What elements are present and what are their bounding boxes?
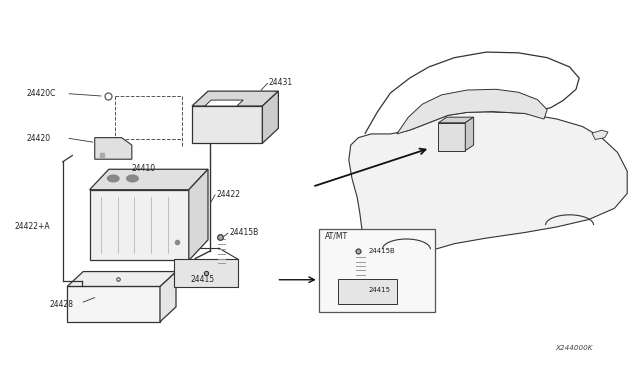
Text: 24410: 24410 — [131, 164, 156, 173]
Polygon shape — [338, 279, 397, 304]
Text: 24420: 24420 — [27, 134, 51, 143]
Text: 24415: 24415 — [191, 275, 215, 284]
Polygon shape — [262, 91, 278, 143]
Polygon shape — [192, 106, 262, 143]
Text: 24415: 24415 — [369, 288, 390, 294]
Text: 24422: 24422 — [216, 190, 241, 199]
Polygon shape — [192, 91, 278, 106]
Text: X244000K: X244000K — [556, 346, 593, 352]
Polygon shape — [95, 138, 132, 159]
Text: 24420C: 24420C — [27, 89, 56, 98]
Polygon shape — [438, 123, 465, 151]
Polygon shape — [205, 100, 243, 106]
Polygon shape — [397, 89, 547, 134]
Polygon shape — [67, 272, 176, 286]
Polygon shape — [438, 117, 474, 123]
Polygon shape — [592, 130, 608, 140]
Polygon shape — [174, 259, 238, 287]
Polygon shape — [319, 229, 435, 312]
Circle shape — [127, 175, 138, 182]
Polygon shape — [160, 272, 176, 322]
Polygon shape — [90, 169, 208, 190]
Polygon shape — [349, 112, 627, 253]
Text: AT/MT: AT/MT — [325, 231, 348, 240]
Polygon shape — [189, 169, 208, 260]
Text: 24415B: 24415B — [229, 228, 259, 237]
Circle shape — [108, 175, 119, 182]
Polygon shape — [90, 190, 189, 260]
Text: 24428: 24428 — [50, 300, 74, 309]
Text: 24431: 24431 — [269, 78, 293, 87]
Text: 24415B: 24415B — [369, 248, 396, 254]
Polygon shape — [465, 117, 474, 151]
Polygon shape — [67, 286, 160, 322]
Text: 24422+A: 24422+A — [14, 222, 50, 231]
